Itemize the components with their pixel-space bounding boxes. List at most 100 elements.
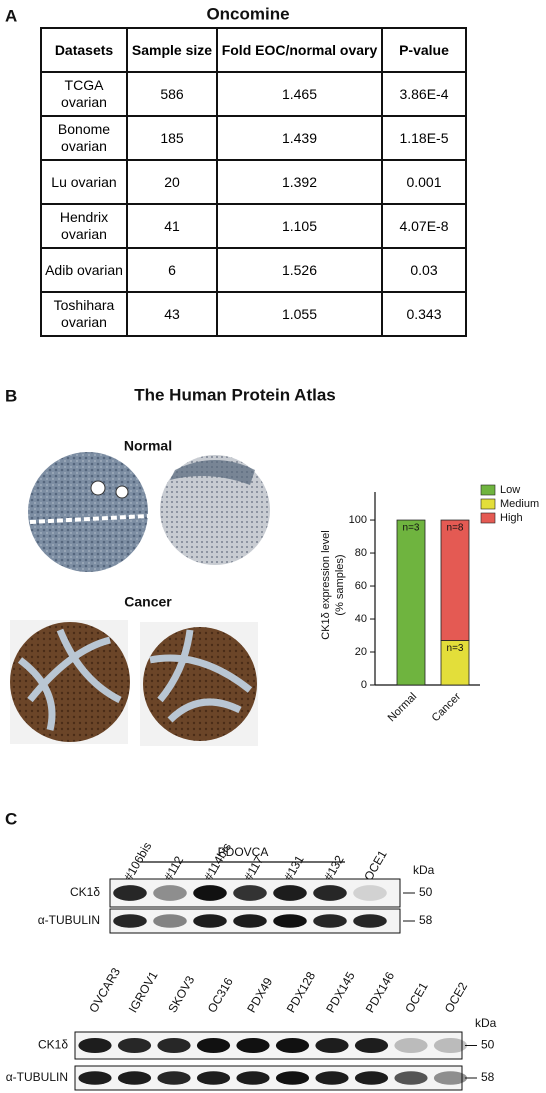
panel-title: The Human Protein Atlas xyxy=(134,385,336,404)
panel-title: Oncomine xyxy=(206,4,289,23)
blot-band xyxy=(354,1071,389,1085)
blot-band xyxy=(354,1037,389,1054)
row-label: α-TUBULIN xyxy=(38,913,100,927)
blot-band xyxy=(313,914,347,928)
image-label: Normal xyxy=(124,438,172,454)
tissue-region xyxy=(170,460,255,485)
blot-band xyxy=(273,914,307,928)
table-cell: TCGA ovarian xyxy=(40,71,128,117)
table-cell: 1.465 xyxy=(216,71,383,117)
bar-annotation: n=3 xyxy=(403,523,420,534)
blot-band xyxy=(273,885,307,901)
blot-band xyxy=(117,1071,152,1085)
blot-band xyxy=(394,1071,428,1085)
blot-band xyxy=(113,885,147,901)
tissue-core xyxy=(160,455,270,565)
lane-label: IGROV1 xyxy=(126,969,161,1016)
blot-band xyxy=(394,1037,428,1054)
unit-label: kDa xyxy=(413,863,435,877)
table-cell: 1.526 xyxy=(216,247,383,293)
table-cell: Bonome ovarian xyxy=(40,115,128,161)
panel-label: C xyxy=(5,809,17,828)
lane-label: OC316 xyxy=(205,975,236,1015)
lane-label: #106bis xyxy=(121,840,154,883)
data-table: Datasets Sample size Fold EOC/normal ovary… xyxy=(40,27,467,337)
blot-band xyxy=(153,914,187,928)
table-cell: 1.392 xyxy=(216,159,383,205)
blot-band xyxy=(313,885,347,901)
marker-label: 50 xyxy=(481,1038,495,1052)
blot-band xyxy=(353,914,387,928)
blot-band xyxy=(353,885,387,901)
legend-label: Medium xyxy=(500,498,539,510)
table-cell: 6 xyxy=(126,247,218,293)
header-cell: P-value xyxy=(381,27,467,73)
table-cell: Toshihara ovarian xyxy=(40,291,128,337)
y-tick-label: 60 xyxy=(355,580,367,592)
table-cell: Lu ovarian xyxy=(40,159,128,205)
table-cell: 1.055 xyxy=(216,291,383,337)
legend-swatch xyxy=(480,484,496,496)
header-cell: Datasets xyxy=(40,27,128,73)
unit-label: kDa xyxy=(475,1016,497,1030)
legend-swatch xyxy=(480,512,496,524)
table-cell: 4.07E-8 xyxy=(381,203,467,249)
y-tick-label: 20 xyxy=(355,646,367,658)
header-cell: Fold EOC/normal ovary xyxy=(216,27,383,73)
row-label: α-TUBULIN xyxy=(6,1070,68,1084)
blot-band xyxy=(233,885,267,901)
blot-band xyxy=(153,885,187,901)
lane-label: PDX49 xyxy=(244,975,275,1015)
tissue-stroma xyxy=(149,629,253,723)
tissue-images xyxy=(10,452,270,746)
legend-swatch xyxy=(480,498,496,510)
blot-band xyxy=(236,1037,270,1054)
row-label: CK1δ xyxy=(70,885,100,899)
lane-label: PDX128 xyxy=(284,969,319,1015)
y-tick-label: 40 xyxy=(355,613,367,625)
table-cell: 1.439 xyxy=(216,115,383,161)
lane-label: PDX145 xyxy=(323,969,358,1015)
panel-label: A xyxy=(5,6,17,25)
blot-band xyxy=(157,1071,191,1085)
table-row: TCGA ovarian 586 1.465 3.86E-4 xyxy=(40,71,467,117)
bar-segment xyxy=(396,519,426,686)
blot-band xyxy=(315,1071,349,1085)
lane-label: SKOV3 xyxy=(165,973,197,1015)
blot-band xyxy=(113,914,147,928)
lane-label: OCE2 xyxy=(442,980,471,1016)
blot-band xyxy=(236,1071,270,1085)
table-cell: 43 xyxy=(126,291,218,337)
table-row: Toshihara ovarian 43 1.055 0.343 xyxy=(40,291,467,337)
lane-label: OCE1 xyxy=(402,980,431,1016)
blot-band xyxy=(78,1071,112,1085)
blot-band xyxy=(117,1037,152,1054)
table-row: Lu ovarian 20 1.392 0.001 xyxy=(40,159,467,205)
blot-band xyxy=(433,1037,468,1054)
blot-band xyxy=(275,1071,310,1085)
blot-band xyxy=(275,1037,310,1054)
table-cell: 1.105 xyxy=(216,203,383,249)
group-label: PDOVCA xyxy=(218,845,269,859)
tissue-core xyxy=(10,622,130,742)
x-tick-label: Cancer xyxy=(430,690,464,724)
table-row: Adib ovarian 6 1.526 0.03 xyxy=(40,247,467,293)
legend-label: Low xyxy=(500,484,520,496)
y-axis-label: (% samples) xyxy=(334,554,346,615)
table-cell: 0.03 xyxy=(381,247,467,293)
table-cell: 0.343 xyxy=(381,291,467,337)
table-row: Hendrix ovarian 41 1.105 4.07E-8 xyxy=(40,203,467,249)
table-cell: 0.001 xyxy=(381,159,467,205)
blot-band xyxy=(196,1071,231,1085)
header-cell: Sample size xyxy=(126,27,218,73)
legend-label: High xyxy=(500,512,523,524)
blot-band xyxy=(78,1037,112,1054)
header-row: Datasets Sample size Fold EOC/normal ovary… xyxy=(40,27,467,73)
lane-label: PDX146 xyxy=(363,969,398,1015)
blot-band xyxy=(233,914,267,928)
tissue-core xyxy=(28,452,148,572)
bar-segment xyxy=(440,519,470,641)
table-cell: 20 xyxy=(126,159,218,205)
